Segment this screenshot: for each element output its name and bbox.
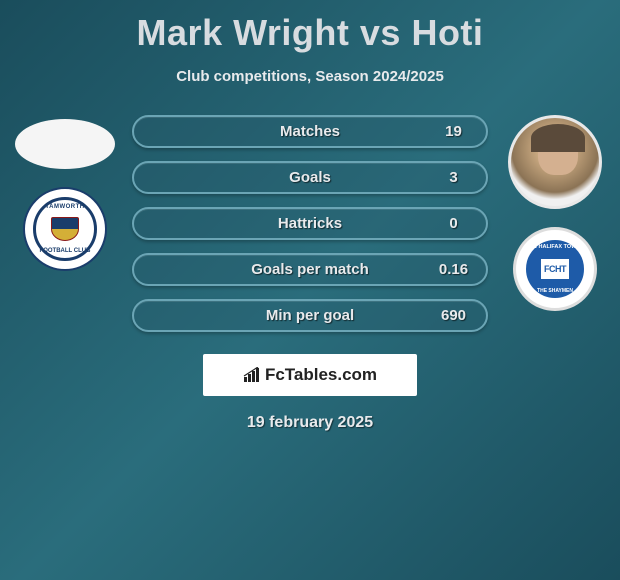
badge-right-bottom-text: THE SHAYMEN (537, 288, 573, 294)
player-right-avatar (508, 115, 602, 209)
shield-icon (51, 217, 79, 241)
badge-left-bottom-text: FOOTBALL CLUB (40, 248, 91, 254)
page-title: Mark Wright vs Hoti (137, 12, 484, 54)
stat-row-goals-per-match: Goals per match 0.16 (132, 253, 488, 286)
badge-right-logo-text: FCHT (541, 259, 569, 279)
stat-row-goals: Goals 3 (132, 161, 488, 194)
brand-box[interactable]: FcTables.com (203, 354, 417, 396)
player-left-avatar-placeholder (15, 119, 115, 169)
infographic-root: Mark Wright vs Hoti Club competitions, S… (0, 0, 620, 432)
page-subtitle: Club competitions, Season 2024/2025 (176, 68, 444, 85)
stat-right-value: 690 (421, 307, 486, 324)
stat-label: Goals per match (199, 261, 421, 278)
stat-right-value: 0 (421, 215, 486, 232)
left-player-column: TAMWORTH FOOTBALL CLUB (0, 115, 120, 332)
stat-right-value: 0.16 (421, 261, 486, 278)
stat-right-value: 19 (421, 123, 486, 140)
stats-column: Matches 19 Goals 3 Hattricks 0 Goals per… (120, 115, 500, 332)
club-badge-right-inner: FC HALIFAX TOWN FCHT THE SHAYMEN (522, 236, 588, 302)
club-badge-left: TAMWORTH FOOTBALL CLUB (23, 187, 107, 271)
stat-label: Goals (199, 169, 421, 186)
right-player-column: FC HALIFAX TOWN FCHT THE SHAYMEN (500, 115, 620, 332)
stat-row-matches: Matches 19 (132, 115, 488, 148)
badge-left-top-text: TAMWORTH (45, 204, 84, 210)
club-badge-left-inner: TAMWORTH FOOTBALL CLUB (33, 197, 97, 261)
stat-right-value: 3 (421, 169, 486, 186)
content-row: TAMWORTH FOOTBALL CLUB Matches 19 Goals … (0, 115, 620, 332)
bar-chart-icon (243, 367, 261, 383)
brand-text: FcTables.com (265, 365, 377, 385)
stat-row-hattricks: Hattricks 0 (132, 207, 488, 240)
club-badge-right: FC HALIFAX TOWN FCHT THE SHAYMEN (513, 227, 597, 311)
badge-right-top-text: FC HALIFAX TOWN (530, 244, 581, 250)
stat-label: Min per goal (199, 307, 421, 324)
stat-label: Hattricks (199, 215, 421, 232)
footer-date: 19 february 2025 (247, 414, 373, 432)
stat-label: Matches (199, 123, 421, 140)
stat-row-min-per-goal: Min per goal 690 (132, 299, 488, 332)
